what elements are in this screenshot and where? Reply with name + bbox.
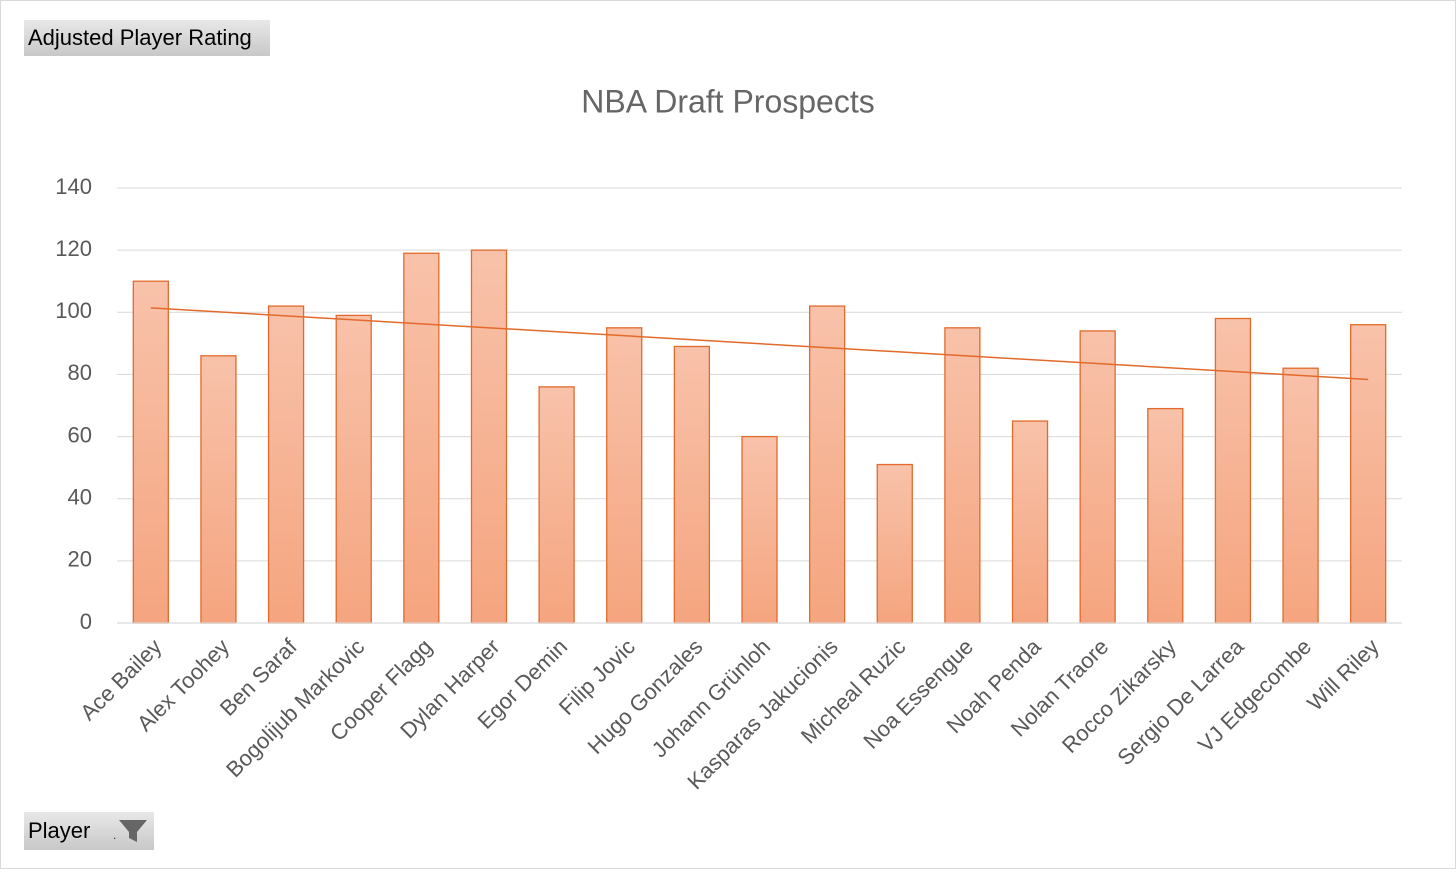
bar [1147, 407, 1184, 624]
bar [267, 305, 305, 624]
bar [200, 355, 237, 624]
value-field-label: Adjusted Player Rating [28, 25, 252, 50]
value-field-button[interactable] [24, 20, 270, 56]
y-tick-label: 0 [80, 609, 92, 634]
bar [470, 249, 508, 624]
axis-field-label: Player [28, 818, 90, 843]
bar [876, 463, 913, 624]
y-tick-label: 40 [68, 485, 92, 510]
y-tick-label: 140 [55, 174, 92, 199]
y-tick-label: 20 [68, 547, 92, 572]
bar [606, 327, 643, 624]
bar [403, 252, 440, 624]
dropdown-dot: . [113, 828, 116, 842]
bar [1011, 420, 1049, 624]
bar [944, 327, 981, 624]
y-tick-label: 80 [68, 360, 92, 385]
bar [538, 386, 575, 624]
y-tick-label: 120 [55, 236, 92, 261]
chart-title: NBA Draft Prospects [581, 83, 874, 119]
bar [673, 345, 711, 624]
y-tick-label: 60 [68, 422, 92, 447]
bar [1079, 330, 1116, 624]
trendline [150, 307, 1369, 381]
bar [1350, 324, 1387, 624]
bar [1282, 367, 1319, 624]
bar [335, 314, 372, 624]
bar [741, 435, 778, 624]
bar [132, 280, 169, 624]
y-tick-label: 100 [55, 298, 92, 323]
filter-icon[interactable] [119, 820, 147, 842]
bar [808, 305, 846, 624]
bar [1214, 317, 1252, 624]
